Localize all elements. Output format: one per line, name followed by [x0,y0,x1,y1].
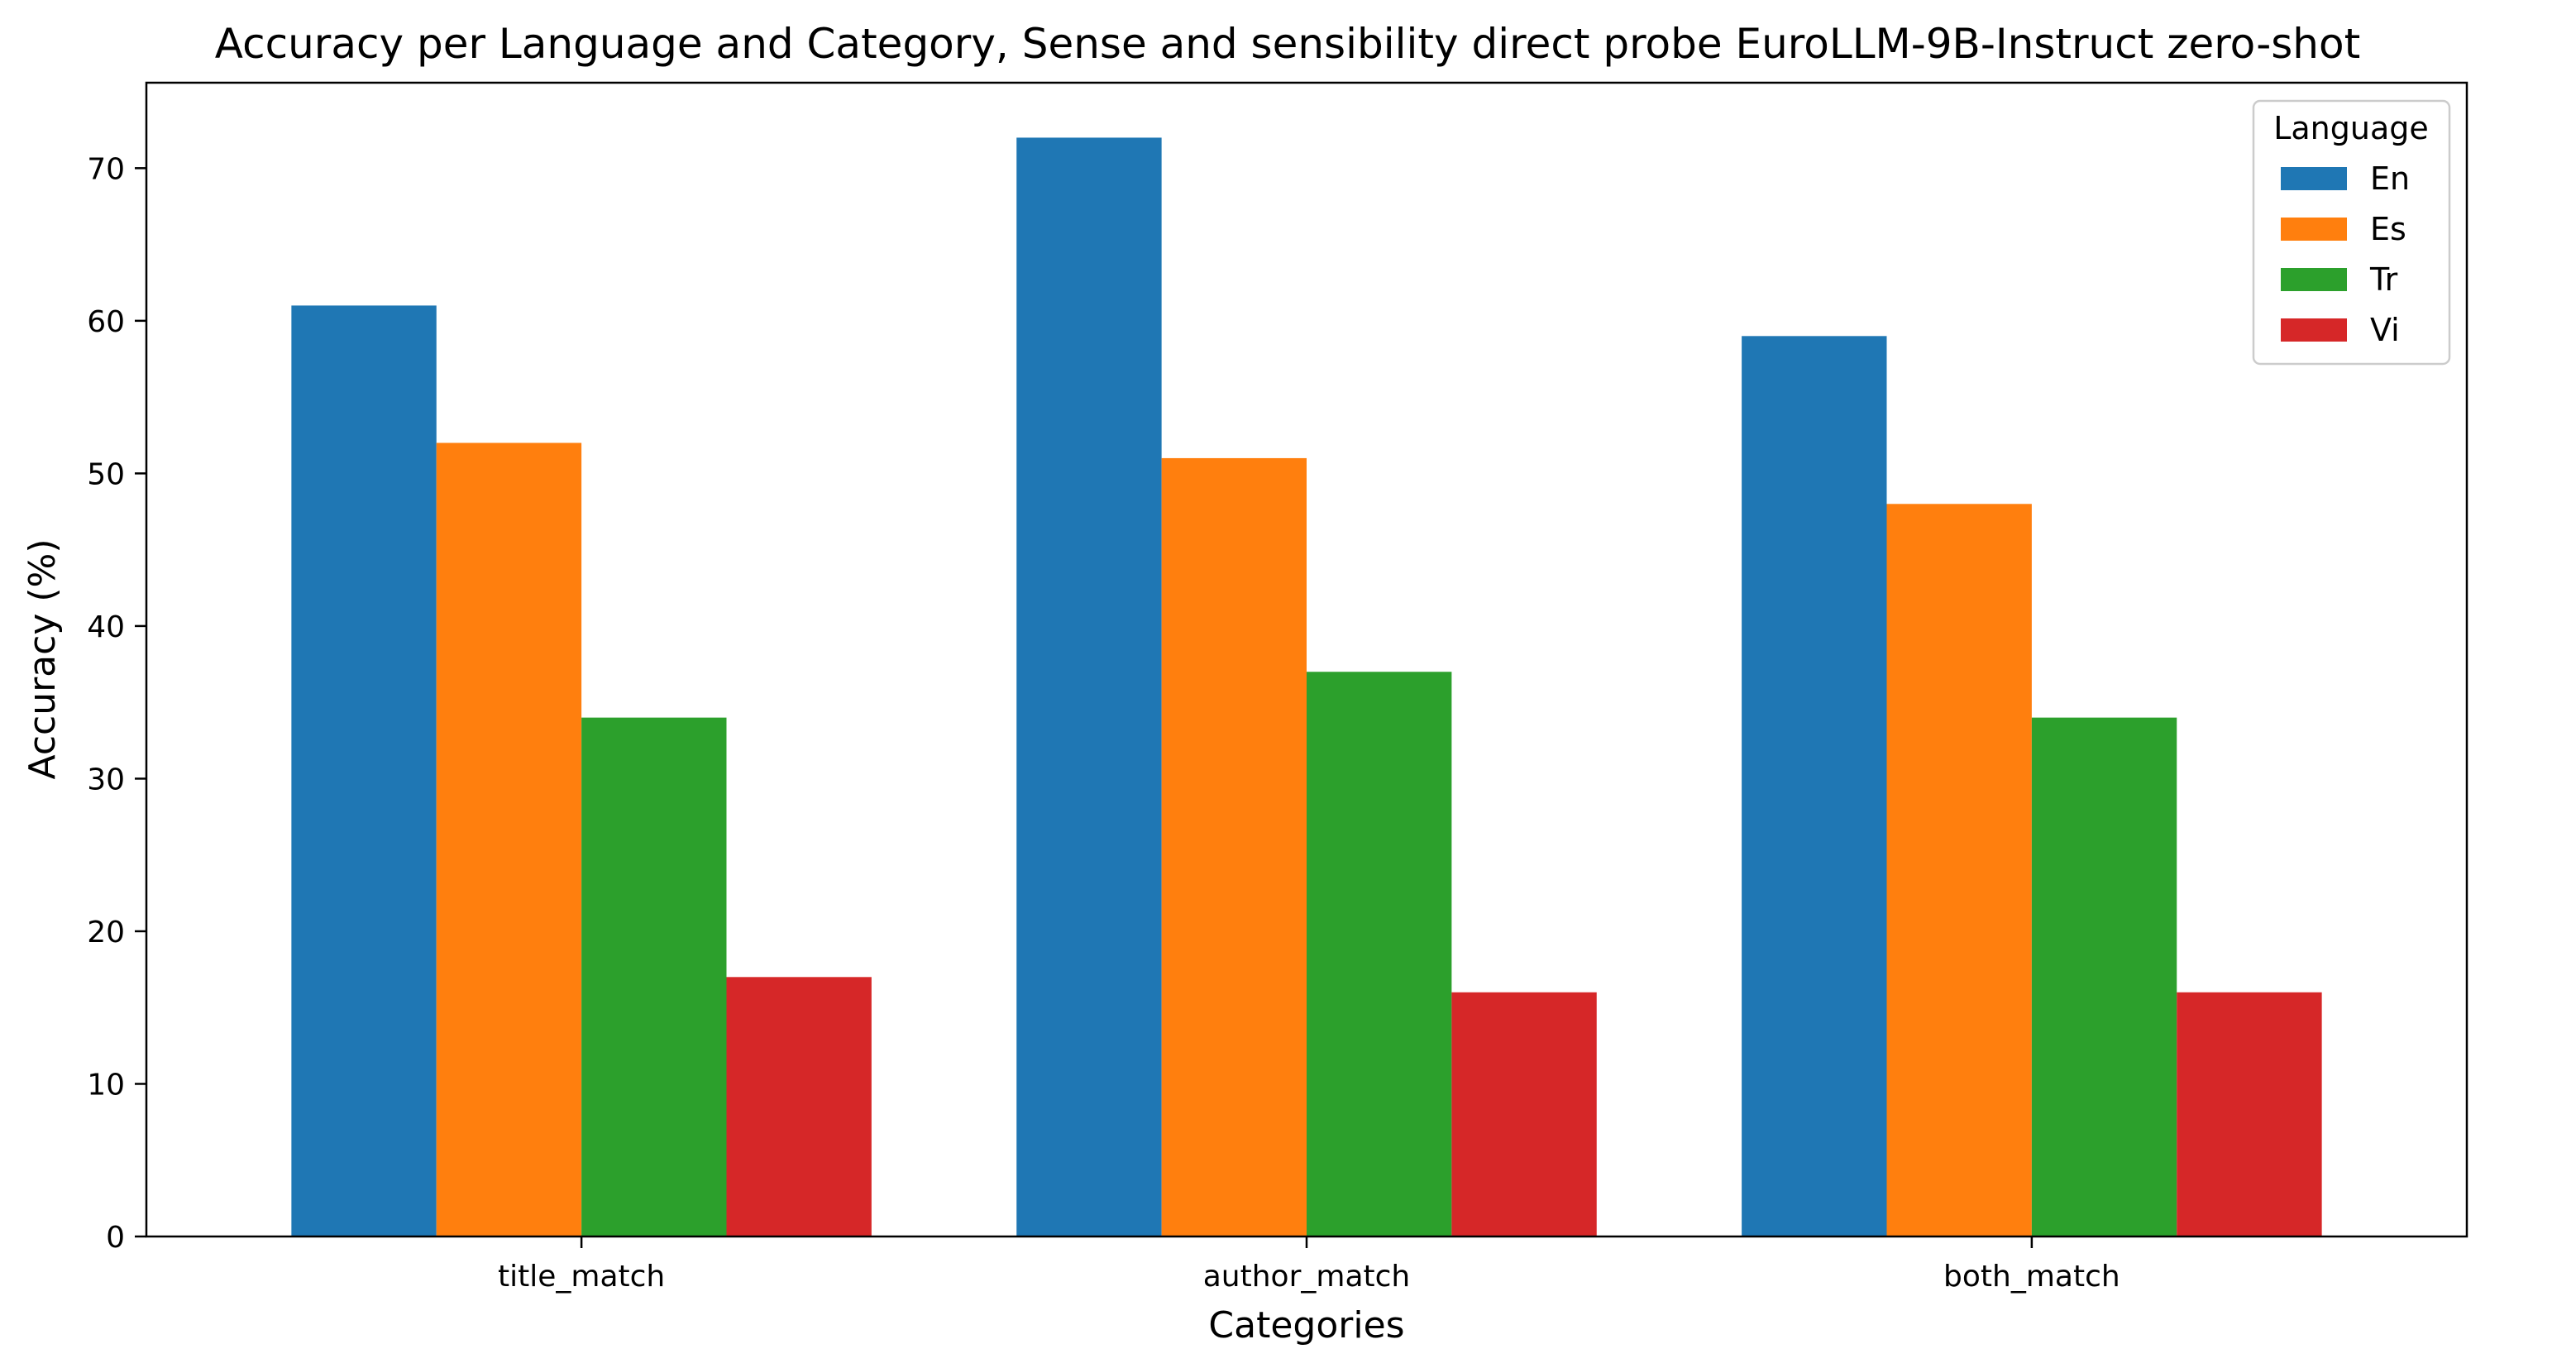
bar-vi-both-match [2177,992,2322,1236]
bar-en-author-match [1016,137,1162,1236]
y-axis-label: Accuracy (%) [22,538,64,779]
y-tick-label: 30 [87,763,125,796]
legend-label-vi: Vi [2370,312,2400,348]
bar-en-title-match [291,305,437,1236]
chart-title: Accuracy per Language and Category, Sens… [215,20,2360,68]
bar-tr-author-match [1307,672,1452,1236]
legend: Language En Es Tr Vi [2252,99,2451,366]
legend-frame [2252,99,2451,366]
legend-swatch-tr [2281,268,2347,291]
plot-frame [145,81,2468,1238]
bars-layer [291,137,2322,1236]
x-tick-label-author-match: author_match [1203,1260,1411,1294]
bar-es-title-match [436,442,582,1236]
bar-en-both-match [1742,336,1887,1236]
y-axis: 0 10 20 30 40 50 60 70 [87,152,146,1255]
y-tick-label: 70 [87,152,125,186]
y-tick-label: 40 [87,610,125,644]
y-tick-label: 50 [87,457,125,491]
legend-items: En Es Tr Vi [2281,160,2410,348]
bar-vi-author-match [1451,992,1597,1236]
bar-es-both-match [1886,504,2032,1236]
legend-swatch-en [2281,167,2347,190]
x-axis: title_match author_match both_match [498,1236,2120,1294]
legend-swatch-vi [2281,318,2347,342]
y-tick-label: 10 [87,1068,125,1102]
y-tick-label: 0 [106,1221,125,1255]
legend-title: Language [2273,110,2429,146]
legend-label-es: Es [2370,211,2406,247]
bar-tr-title-match [581,717,727,1236]
x-axis-label: Categories [1208,1304,1404,1346]
bar-es-author-match [1161,457,1307,1236]
bar-tr-both-match [2031,717,2177,1236]
legend-label-en: En [2370,160,2410,197]
x-tick-label-title-match: title_match [498,1260,665,1294]
legend-label-tr: Tr [2369,261,2398,298]
y-tick-label: 60 [87,305,125,339]
x-tick-label-both-match: both_match [1943,1260,2120,1294]
y-tick-label: 20 [87,916,125,949]
bar-vi-title-match [726,977,872,1236]
legend-swatch-es [2281,218,2347,241]
